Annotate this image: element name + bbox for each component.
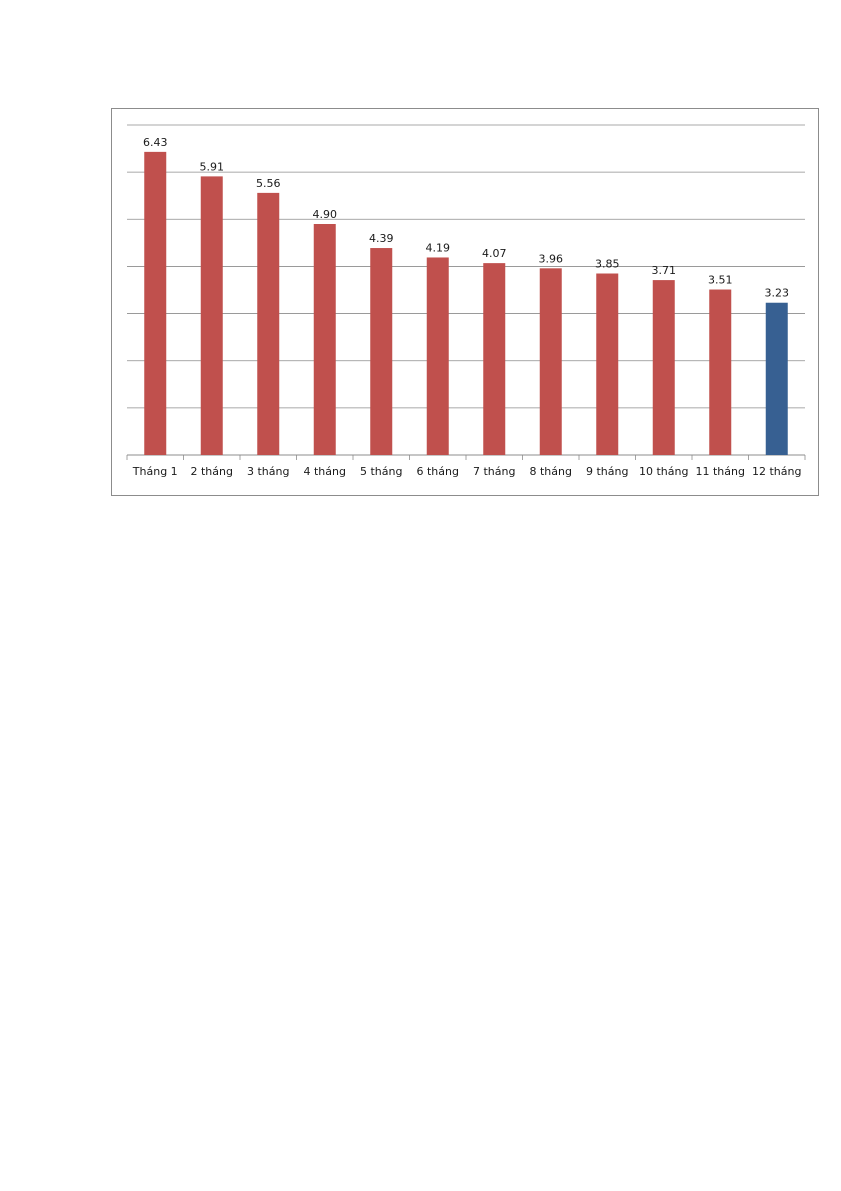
- x-tick-label-4: 4 tháng: [304, 465, 346, 478]
- bar-6: [426, 257, 449, 455]
- data-label-5: 4.39: [369, 232, 394, 245]
- bar-7: [483, 263, 506, 455]
- data-label-3: 5.56: [256, 177, 281, 190]
- data-label-7: 4.07: [482, 247, 507, 260]
- data-label-10: 3.71: [652, 264, 677, 277]
- x-tick-label-11: 11 tháng: [696, 465, 745, 478]
- bar-3: [257, 192, 280, 455]
- data-label-9: 3.85: [595, 258, 620, 271]
- bar-5: [370, 248, 393, 455]
- data-label-6: 4.19: [426, 241, 451, 254]
- bar-1: [144, 151, 167, 455]
- data-label-12: 3.23: [765, 287, 790, 300]
- chart-frame: [111, 108, 819, 496]
- gridlines: [127, 124, 805, 456]
- x-tick-label-10: 10 tháng: [639, 465, 688, 478]
- x-tick-label-9: 9 tháng: [586, 465, 628, 478]
- data-label-2: 5.91: [200, 160, 225, 173]
- bar-9: [596, 273, 619, 455]
- x-tick-label-1: Tháng 1: [132, 465, 178, 478]
- x-tick-label-2: 2 tháng: [191, 465, 233, 478]
- data-label-11: 3.51: [708, 274, 733, 287]
- x-tick-label-5: 5 tháng: [360, 465, 402, 478]
- data-label-1: 6.43: [143, 136, 168, 149]
- bar-11: [709, 289, 732, 455]
- x-tick-label-3: 3 tháng: [247, 465, 289, 478]
- data-label-8: 3.96: [539, 252, 564, 265]
- x-tick-label-8: 8 tháng: [530, 465, 572, 478]
- x-tick-label-7: 7 tháng: [473, 465, 515, 478]
- x-tick-label-6: 6 tháng: [417, 465, 459, 478]
- data-label-4: 4.90: [313, 208, 338, 221]
- bar-2: [200, 176, 223, 455]
- bar-10: [652, 280, 675, 455]
- x-tick-label-12: 12 tháng: [752, 465, 801, 478]
- bar-8: [539, 268, 562, 455]
- bar-4: [313, 224, 336, 455]
- bar-12: [765, 302, 788, 455]
